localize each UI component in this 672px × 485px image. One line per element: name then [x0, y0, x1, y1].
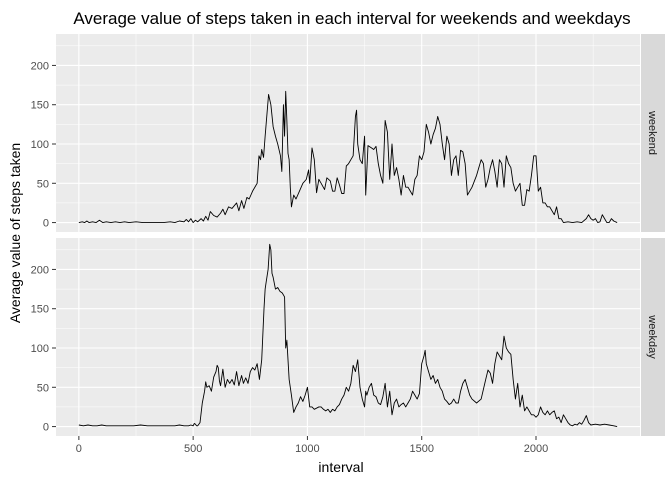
y-tick-label: 150 [31, 304, 49, 316]
series-line-weekday [78, 243, 618, 428]
panel-background [56, 238, 640, 436]
y-tick-label: 50 [37, 178, 49, 190]
facet-strip [641, 34, 665, 232]
chart-title: Average value of steps taken in each int… [73, 9, 630, 28]
y-tick-label: 100 [31, 139, 49, 151]
facet-strip-label: weekend [646, 110, 658, 155]
facet-strip [641, 238, 665, 436]
y-tick-label: 100 [31, 343, 49, 355]
y-tick-label: 200 [31, 60, 49, 72]
facet-strip-label: weekday [646, 314, 658, 359]
x-tick-label: 1000 [295, 443, 319, 455]
y-tick-label: 150 [31, 100, 49, 112]
x-tick-label: 2000 [524, 443, 548, 455]
y-tick-label: 50 [37, 382, 49, 394]
x-tick-label: 0 [76, 443, 82, 455]
y-tick-label: 0 [43, 218, 49, 230]
panel-weekday: 0 50 100 150 200 weekday [31, 238, 665, 436]
y-axis-label: Average value of steps taken [7, 143, 23, 323]
y-tick-label: 0 [43, 422, 49, 434]
panel-background [56, 34, 640, 232]
series-line-weekend [78, 90, 618, 224]
x-tick-label: 500 [184, 443, 202, 455]
x-axis-label: interval [318, 459, 363, 475]
y-tick-label: 200 [31, 264, 49, 276]
panel-weekend: 0 50 100 150 200 weekend [31, 34, 665, 232]
x-tick-label: 1500 [409, 443, 433, 455]
panels-layer: 0 50 100 150 200 weekend 0 50 100 150 200 weekday 0 5… [31, 34, 665, 455]
